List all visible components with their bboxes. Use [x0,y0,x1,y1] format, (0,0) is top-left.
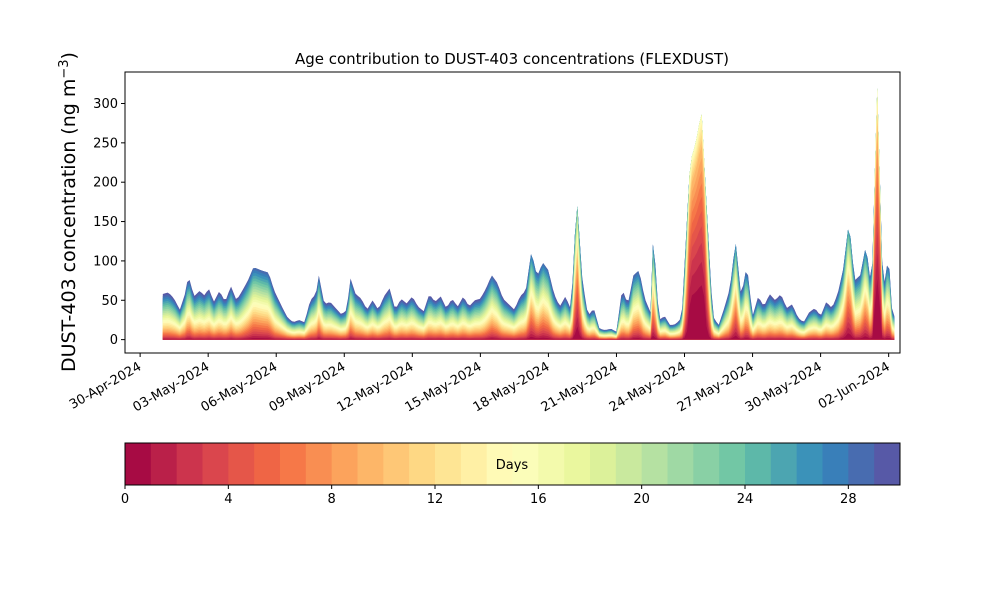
colorbar-frame [124,442,901,486]
colorbar-bin [693,443,720,485]
colorbar-bin [202,443,229,485]
colorbar-bin [409,443,436,485]
colorbar-bin [822,443,849,485]
x-tick-label: 12-May-2024 [335,359,417,415]
colorbar-bin [538,443,565,485]
colorbar-bin [874,443,901,485]
colorbar-tick-label: 8 [328,492,336,507]
x-tick-label: 30-May-2024 [743,359,825,415]
axes-frame [124,71,901,354]
colorbar-bin [745,443,772,485]
y-axis: 0 50 100 150 200 250 300 [93,97,125,348]
colorbar-bin [254,443,281,485]
colorbar-bin [460,443,488,485]
x-tick-label: 21-May-2024 [539,359,621,415]
colorbar-bin [435,443,462,485]
colorbar-bin [615,443,643,485]
colorbar-bin [641,443,668,485]
colorbar-tick-label: 20 [633,492,650,507]
age-band-20-21-days [162,88,895,340]
colorbar-bin [125,443,152,485]
colorbar: 0 4 8 12 16 20 24 28 [121,442,901,507]
colorbar-tick-label: 4 [224,492,232,507]
colorbar-bin [590,443,617,485]
colorbar-bin [564,443,591,485]
colorbar-bin [848,443,875,485]
stacked-area-plot [162,88,895,340]
y-tick-label: 300 [93,97,118,112]
x-tick-label: 24-May-2024 [607,359,689,415]
colorbar-bin [150,443,178,485]
x-tick-label: 15-May-2024 [403,359,485,415]
chart-title: Age contribution to DUST-403 concentrati… [295,50,729,68]
x-tick-label: 03-May-2024 [130,359,212,415]
y-tick-label: 50 [101,294,118,309]
y-tick-label: 150 [93,215,118,230]
colorbar-bin [667,443,694,485]
colorbar-tick-label: 16 [530,492,547,507]
x-tick-label: 06-May-2024 [199,359,281,415]
x-tick-label: 18-May-2024 [471,359,553,415]
x-tick-label: 09-May-2024 [267,359,349,415]
colorbar-tick-label: 24 [737,492,754,507]
colorbar-tick-label: 0 [121,492,129,507]
y-axis-label: DUST-403 concentration (ng m−3) [57,52,81,372]
colorbar-bin [383,443,410,485]
colorbar-bin [280,443,307,485]
colorbar-tick-label: 12 [427,492,444,507]
colorbar-bin [796,443,823,485]
colorbar-bin [719,443,746,485]
x-tick-label: 27-May-2024 [675,359,757,415]
y-tick-label: 100 [93,254,118,269]
colorbar-bin [176,443,203,485]
x-axis: 30-Apr-202403-May-202406-May-202409-May-… [67,353,893,415]
colorbar-bin [357,443,384,485]
colorbar-bin [770,443,798,485]
colorbar-bin [305,443,333,485]
colorbar-bin [512,443,539,485]
x-tick-label: 02-Jun-2024 [816,359,893,412]
y-tick-label: 250 [93,136,118,151]
y-tick-label: 0 [110,333,118,348]
colorbar-tick-label: 28 [840,492,857,507]
colorbar-bin [331,443,358,485]
y-tick-label: 200 [93,176,118,191]
colorbar-label: Days [496,458,529,473]
colorbar-bin [228,443,255,485]
colorbar-bin [486,443,513,485]
